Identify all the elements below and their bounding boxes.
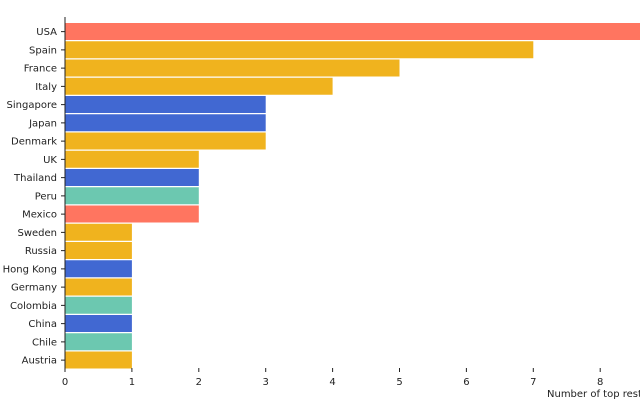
x-tick-label: 7 [530,377,536,388]
bar-mexico [65,205,199,223]
y-tick-label: Mexico [22,210,57,221]
x-tick-label: 2 [196,377,202,388]
bar-russia [65,242,132,259]
bar-hong-kong [65,260,132,278]
bar-singapore [65,96,266,113]
y-tick-label: Austria [22,356,57,367]
y-tick-label: Hong Kong [3,264,57,275]
bar-austria [65,351,132,369]
y-tick-label: Spain [29,45,57,56]
y-tick-label: Chile [32,337,57,348]
x-tick-label: 4 [329,377,335,388]
y-tick-label: Italy [35,82,57,93]
x-tick-label: 1 [129,377,135,388]
y-tick-label: Japan [28,118,57,129]
bar-japan [65,114,266,132]
bar-chile [65,333,132,351]
y-tick-label: Germany [11,283,57,294]
y-tick-label: France [24,64,57,75]
bar-thailand [65,169,199,186]
y-tick-label: Colombia [10,301,57,312]
x-axis: 0 1 2 3 4 5 6 7 8 [62,368,603,388]
x-tick-label: 6 [463,377,469,388]
x-tick-label: 3 [263,377,269,388]
bar-italy [65,77,333,95]
bar-france [65,59,400,77]
x-tick-label: 5 [396,377,402,388]
bar-spain [65,41,534,59]
bar-usa [65,23,640,40]
y-tick-label: Singapore [7,100,57,111]
bar-colombia [65,296,132,314]
x-axis-title: Number of top resta [547,389,640,400]
y-tick-label: Denmark [11,137,57,148]
bar-peru [65,187,199,205]
bars-group [65,23,640,369]
y-tick-label: Peru [35,191,57,202]
y-tick-label: Russia [25,246,57,257]
bar-china [65,315,132,332]
y-axis-labels: USA Spain France Italy Singapore Japan Denmark… [3,27,65,367]
bar-uk [65,150,199,168]
y-tick-label: China [28,319,57,330]
bar-sweden [65,223,132,241]
y-tick-label: Thailand [13,173,57,184]
y-tick-label: USA [36,27,57,38]
y-tick-label: UK [43,155,57,166]
bar-germany [65,278,132,296]
x-tick-label: 0 [62,377,68,388]
bar-denmark [65,132,266,150]
y-tick-label: Sweden [17,228,57,239]
x-tick-label: 8 [597,377,603,388]
